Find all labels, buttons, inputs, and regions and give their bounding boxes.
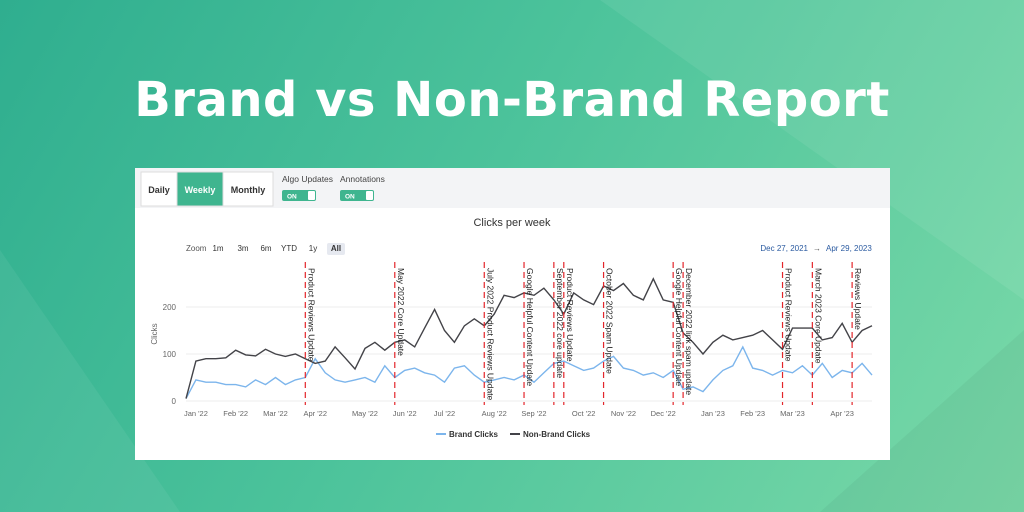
x-tick-label: Mar '23 — [780, 409, 805, 418]
chart-title: Clicks per week — [473, 217, 551, 229]
zoom-button[interactable]: YTD — [281, 244, 297, 253]
annotation-label: Reviews Update — [853, 268, 863, 330]
zoom-button[interactable]: 6m — [260, 244, 271, 253]
series-line — [185, 277, 873, 399]
toggle-state: ON — [345, 194, 355, 201]
x-tick-label: Jan '22 — [184, 409, 208, 418]
x-tick-label: Nov '22 — [611, 409, 636, 418]
x-tick-label: Aug '22 — [482, 409, 507, 418]
annotation-label: Product Reviews Update — [565, 268, 575, 362]
annotation-label: May 2022 Core Update — [396, 268, 406, 356]
annotation-label: Google Helpful Content Update — [674, 268, 684, 386]
x-tick-label: Apr '23 — [830, 409, 854, 418]
x-tick-label: Feb '23 — [740, 409, 765, 418]
tab-label[interactable]: Weekly — [185, 185, 216, 195]
toggle-label: Annotations — [340, 174, 385, 184]
series-line — [185, 345, 873, 399]
range-end: Apr 29, 2023 — [826, 244, 872, 253]
legend-label: Non-Brand Clicks — [523, 430, 591, 439]
tab-label[interactable]: Daily — [148, 185, 170, 195]
panel — [135, 168, 890, 460]
legend-label: Brand Clicks — [449, 430, 498, 439]
x-tick-label: Sep '22 — [521, 409, 546, 418]
toggle-knob — [308, 191, 315, 200]
toggle-knob — [366, 191, 373, 200]
annotation-label: September 2022 core update — [555, 268, 565, 378]
toggle[interactable] — [340, 190, 374, 201]
x-tick-label: Apr '22 — [303, 409, 327, 418]
toggle[interactable] — [282, 190, 316, 201]
toggle-label: Algo Updates — [282, 174, 333, 184]
toggle-state: ON — [287, 194, 297, 201]
annotation-label: Product Reviews Update — [784, 268, 794, 362]
y-tick-label: 100 — [163, 350, 177, 359]
annotation-label: July 2022 Product Reviews Update — [485, 268, 495, 401]
x-tick-label: Jun '22 — [393, 409, 417, 418]
y-axis-label: Clicks — [150, 323, 159, 344]
x-tick-label: Feb '22 — [223, 409, 248, 418]
x-tick-label: Jul '22 — [434, 409, 455, 418]
page-title: Brand vs Non-Brand Report — [134, 72, 890, 128]
y-tick-label: 200 — [163, 303, 177, 312]
tab[interactable] — [176, 171, 224, 207]
zoom-button[interactable]: 1m — [212, 244, 223, 253]
range-arrow: → — [813, 244, 821, 253]
range-start: Dec 27, 2021 — [760, 244, 808, 253]
annotation-label: October 2022 Spam Update — [605, 268, 615, 374]
zoom-button[interactable]: 1y — [309, 244, 317, 253]
x-tick-label: Oct '22 — [572, 409, 596, 418]
x-tick-label: May '22 — [352, 409, 378, 418]
x-tick-label: Jan '23 — [701, 409, 725, 418]
annotation-label: Product Reviews Update — [306, 268, 316, 362]
tab-label[interactable]: Monthly — [231, 185, 266, 195]
annotation-label: March 2023 Core Update — [813, 268, 823, 364]
y-tick-label: 0 — [172, 397, 177, 406]
zoom-button[interactable]: All — [331, 244, 341, 253]
annotation-label: Google Helpful Content Update — [525, 268, 535, 386]
zoom-selected — [327, 243, 345, 255]
x-tick-label: Mar '22 — [263, 409, 288, 418]
zoom-button[interactable]: 3m — [237, 244, 248, 253]
annotation-label: December 2022 link spam update — [684, 268, 694, 395]
tab[interactable] — [222, 171, 274, 207]
x-tick-label: Dec '22 — [651, 409, 676, 418]
zoom-label: Zoom — [186, 244, 207, 253]
